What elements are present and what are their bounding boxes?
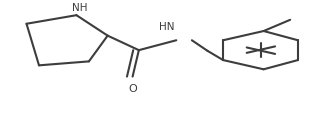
Text: HN: HN	[159, 22, 175, 32]
Text: O: O	[128, 84, 137, 94]
Text: NH: NH	[72, 3, 87, 13]
